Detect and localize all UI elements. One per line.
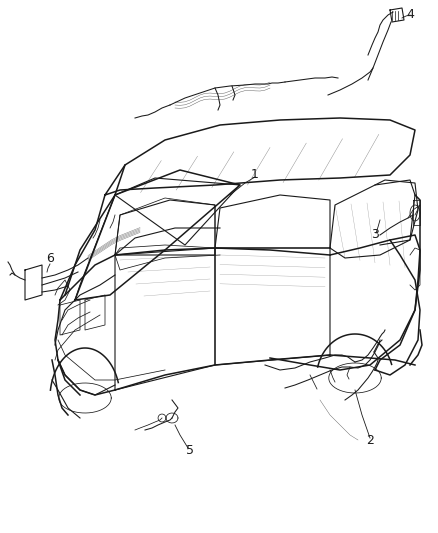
Text: 3: 3 [371, 229, 379, 241]
Text: 2: 2 [366, 433, 374, 447]
Text: 1: 1 [251, 168, 259, 182]
Text: 4: 4 [406, 9, 414, 21]
Text: 6: 6 [46, 252, 54, 264]
Text: 5: 5 [186, 443, 194, 456]
